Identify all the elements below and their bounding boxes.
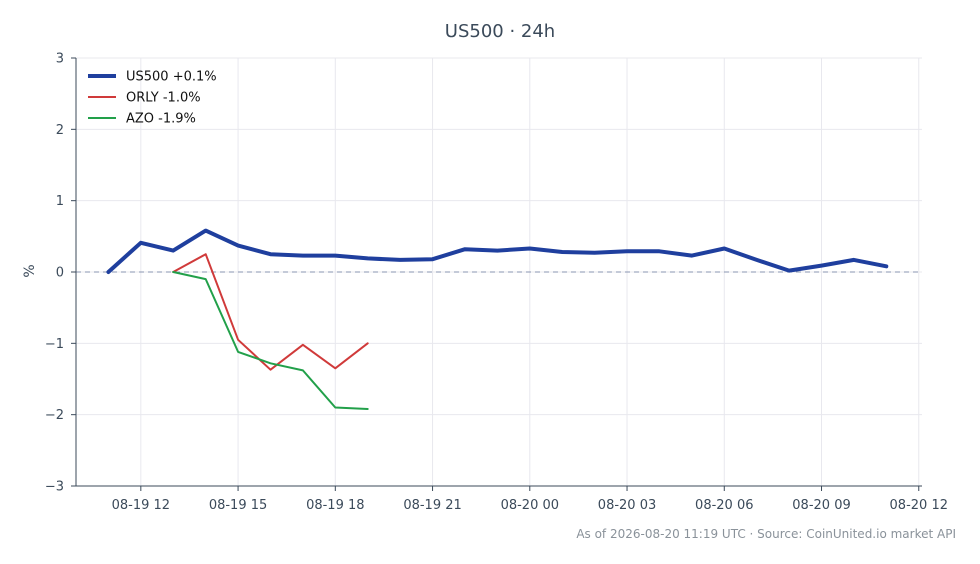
x-tick-label: 08-19 21 [403,498,461,513]
series-line-2 [172,271,369,410]
x-tick-labels: 08-19 12 08-19 15 08-19 18 08-19 21 08-20 00… [112,498,948,513]
y-tick-label: 0 [56,266,64,281]
y-tick-label: −2 [45,408,64,423]
x-tick-label: 08-20 06 [695,498,753,513]
series-line-1 [172,253,369,371]
y-tick-label: −1 [45,337,64,352]
x-tick-label: 08-19 15 [209,498,267,513]
y-axis-label: % [22,264,38,277]
axes [71,57,922,491]
legend-label: US500 +0.1% [126,70,217,85]
chart-title: US500 · 24h [445,21,555,42]
legend: US500 +0.1% ORLY -1.0% AZO -1.9% [88,70,217,127]
x-tick-label: 08-19 18 [306,498,364,513]
series-line-0 [106,228,889,274]
y-tick-label: −3 [45,480,64,495]
y-tick-label: 2 [56,123,64,138]
x-tick-label: 08-20 12 [890,498,948,513]
legend-label: ORLY -1.0% [126,91,201,106]
y-tick-label: 1 [56,194,64,209]
x-tick-label: 08-19 12 [112,498,170,513]
x-tick-label: 08-20 03 [598,498,656,513]
y-tick-labels: −3 −2 −1 0 1 2 3 [45,52,64,495]
x-tick-label: 08-20 09 [792,498,850,513]
x-tick-label: 08-20 00 [501,498,559,513]
y-tick-label: 3 [56,52,64,67]
source-footer: As of 2026-08-20 11:19 UTC · Source: Coi… [576,527,956,541]
legend-label: AZO -1.9% [126,112,196,127]
series-lines [106,228,889,410]
